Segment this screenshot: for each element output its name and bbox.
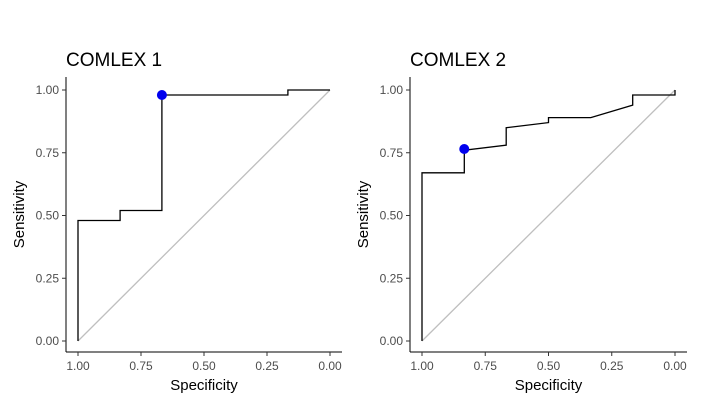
roc-panel-1: COMLEX 1 0.00 0.25 0.50 0.75 1.00 1.00 0.75 0.50… xyxy=(11,50,342,394)
chart-title: COMLEX 1 xyxy=(66,50,162,71)
x-axis-label: Specificity xyxy=(170,377,238,394)
x-tick-label: 0.00 xyxy=(318,359,342,373)
x-tick-label: 0.50 xyxy=(537,359,561,373)
optimal-threshold-point xyxy=(156,90,167,101)
reference-diagonal-line xyxy=(421,89,676,342)
y-axis-label: Sensitivity xyxy=(11,180,28,248)
y-tick-label: 0.50 xyxy=(36,209,60,223)
y-tick-label: 0.25 xyxy=(36,271,60,285)
y-tick-label: 0.00 xyxy=(380,334,404,348)
x-tick-label: 0.75 xyxy=(129,359,153,373)
y-tick-label: 0.00 xyxy=(36,334,60,348)
y-tick-label: 0.25 xyxy=(380,271,404,285)
x-tick-label: 0.75 xyxy=(474,359,498,373)
optimal-threshold-point xyxy=(459,143,470,154)
y-tick-label: 0.75 xyxy=(36,146,60,160)
chart-title: COMLEX 2 xyxy=(410,50,506,71)
x-tick-label: 0.00 xyxy=(663,359,687,373)
reference-diagonal-line xyxy=(77,89,331,342)
x-tick-label: 0.25 xyxy=(600,359,624,373)
y-tick-label: 0.75 xyxy=(380,146,404,160)
roc-panel-2: COMLEX 2 0.00 0.25 0.50 0.75 1.00 1.00 0.75 0.50… xyxy=(355,50,687,394)
y-tick-label: 1.00 xyxy=(36,83,60,97)
roc-curve-line xyxy=(421,90,676,341)
x-tick-label: 0.25 xyxy=(255,359,279,373)
y-tick-label: 1.00 xyxy=(380,83,404,97)
y-tick-label: 0.50 xyxy=(380,209,404,223)
roc-curve-line xyxy=(77,89,330,341)
x-tick-label: 1.00 xyxy=(66,359,90,373)
y-axis-label: Sensitivity xyxy=(355,180,372,248)
x-tick-label: 0.50 xyxy=(192,359,216,373)
x-axis-label: Specificity xyxy=(515,377,583,394)
x-tick-label: 1.00 xyxy=(410,359,434,373)
